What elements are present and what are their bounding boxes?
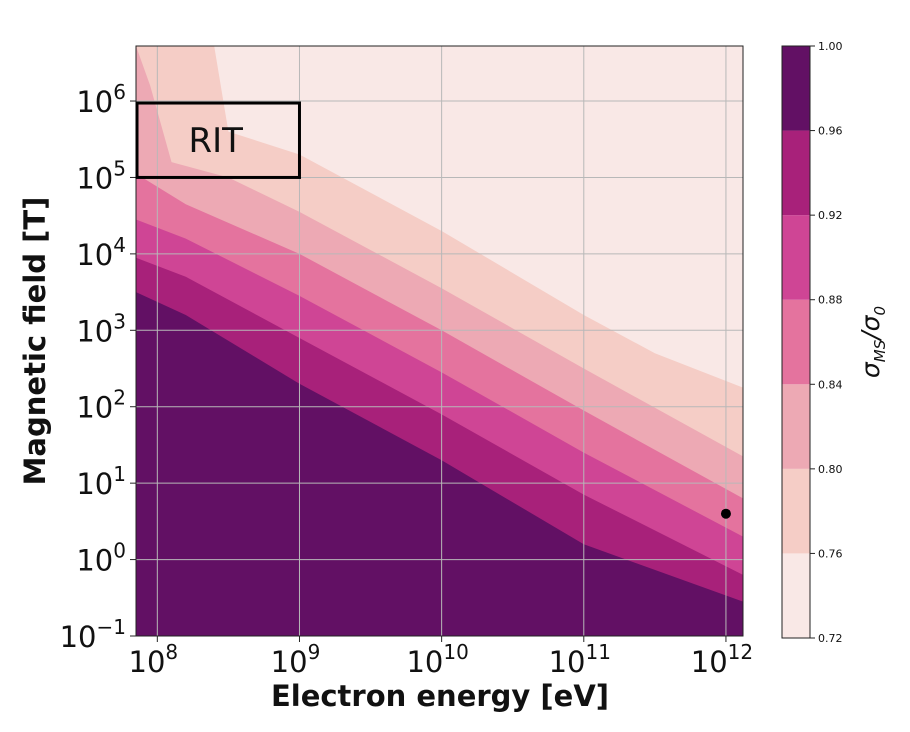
colorbar-frame: [781, 45, 811, 639]
colorbar-label: σMS/σ0: [856, 306, 889, 378]
x-tick-label: 1010: [406, 640, 468, 679]
colorbar-tick-label: 0.76: [818, 547, 843, 560]
colorbar-tick-label: 1.00: [818, 40, 843, 53]
x-tick-label: 1011: [549, 640, 611, 679]
grid-lines: [136, 46, 743, 636]
colorbar-swatch: [782, 215, 810, 300]
colorbar-tick-label: 0.72: [818, 632, 843, 645]
data-marker: [720, 508, 731, 519]
y-tick-label: 10−1: [60, 615, 126, 654]
colorbar-tick-label: 0.88: [818, 294, 843, 307]
colorbar-tick-label: 0.96: [818, 125, 843, 138]
colorbar-tick-label: 0.80: [818, 463, 843, 476]
y-tick-label: 102: [76, 386, 126, 425]
x-tick-label: 109: [271, 640, 321, 679]
colorbar-swatch: [782, 299, 810, 385]
contour-band-0.96: [136, 292, 743, 636]
colorbar-swatch: [782, 46, 810, 131]
colorbar-tick-label: 0.84: [818, 378, 843, 391]
rit-region-label: RIT: [189, 121, 244, 161]
contour-bands: [136, 46, 743, 636]
y-tick-label: 106: [76, 80, 126, 119]
y-tick-label: 104: [76, 233, 126, 272]
plot-frame: [135, 45, 744, 637]
colorbar-swatch: [782, 130, 810, 216]
plot-area: [136, 46, 743, 636]
rit-region-box: [135, 101, 301, 179]
y-axis-ticks: 10−1 100 101 102 103 104 105 106: [60, 80, 136, 654]
x-axis-ticks: 108 109 1010 1011 1012: [129, 636, 753, 679]
colorbar-swatch: [782, 553, 810, 638]
y-axis-label: Magnetic field [T]: [18, 197, 52, 486]
colorbar-swatch: [782, 384, 810, 469]
y-tick-label: 105: [76, 156, 126, 195]
y-tick-label: 103: [76, 309, 126, 348]
colorbar-tick-label: 0.92: [818, 209, 843, 222]
x-axis-label: Electron energy [eV]: [271, 679, 609, 713]
colorbar-swatch: [782, 468, 810, 554]
colorbar: 0.72 0.76 0.80 0.84 0.88 0.92 0.96 1.00: [782, 40, 843, 645]
y-tick-label: 100: [76, 539, 126, 578]
x-tick-label: 1012: [691, 640, 753, 679]
y-tick-label: 101: [76, 462, 126, 501]
x-tick-label: 108: [129, 640, 179, 679]
